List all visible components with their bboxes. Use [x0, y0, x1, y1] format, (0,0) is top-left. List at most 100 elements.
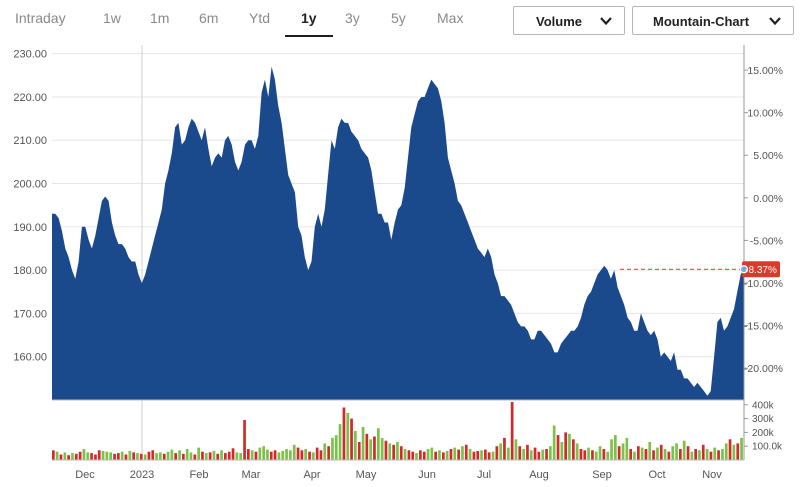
- x-tick-label: Oct: [648, 469, 665, 481]
- volume-bar: [273, 450, 277, 460]
- volume-bar: [212, 451, 216, 460]
- volume-bar: [442, 452, 445, 460]
- tab-1m[interactable]: 1m: [150, 10, 170, 26]
- volume-bar: [243, 420, 246, 460]
- volume-bar: [354, 431, 357, 460]
- volume-bar: [254, 451, 258, 460]
- volume-bar: [541, 449, 545, 460]
- volume-bar: [552, 425, 556, 460]
- tab-ytd[interactable]: Ytd: [249, 10, 271, 26]
- volume-bar: [193, 454, 197, 460]
- volume-bar: [736, 443, 740, 460]
- volume-bar: [197, 447, 200, 460]
- volume-bar: [610, 439, 613, 460]
- volume-tick-label: 400k: [752, 400, 775, 411]
- volume-bar: [430, 447, 434, 460]
- volume-bar: [117, 453, 120, 460]
- x-tick-label: Nov: [702, 469, 722, 481]
- volume-bar: [694, 449, 697, 460]
- volume-bar: [174, 453, 177, 460]
- x-tick-label: Jun: [418, 469, 436, 481]
- volume-bar: [675, 443, 678, 460]
- volume-bar: [533, 447, 537, 460]
- volume-bar: [124, 454, 128, 460]
- volume-bar: [403, 449, 407, 460]
- pct-tick-label: -15.00%: [744, 321, 783, 333]
- volume-dropdown[interactable]: Volume: [513, 6, 625, 35]
- current-pct-badge: [742, 261, 780, 278]
- volume-bar: [656, 447, 659, 460]
- volume-tick-label: 100.0k: [752, 442, 783, 453]
- chart-type-dropdown[interactable]: Mountain-Chart: [632, 6, 794, 35]
- volume-bar: [663, 449, 667, 460]
- volume-bar: [101, 451, 105, 460]
- volume-bar: [269, 451, 273, 460]
- volume-bar: [289, 450, 292, 460]
- tab-6m[interactable]: 6m: [199, 10, 219, 26]
- volume-bar: [170, 449, 174, 460]
- tab-1y[interactable]: 1y: [285, 6, 332, 37]
- volume-bar: [166, 451, 170, 460]
- volume-bar: [713, 447, 717, 460]
- volume-bar: [338, 424, 342, 460]
- volume-bar: [545, 449, 548, 460]
- volume-bar: [71, 453, 74, 460]
- tab-1w[interactable]: 1w: [103, 10, 121, 26]
- volume-bar: [323, 443, 327, 460]
- volume-dropdown-label: Volume: [536, 14, 582, 29]
- volume-bar: [86, 452, 90, 460]
- volume-bar: [415, 453, 418, 460]
- volume-bar: [740, 437, 743, 460]
- volume-bar: [82, 449, 86, 460]
- chart-type-dropdown-label: Mountain-Chart: [653, 14, 750, 29]
- volume-bar: [155, 453, 158, 460]
- tab-3y[interactable]: 3y: [345, 10, 360, 26]
- volume-bar: [315, 447, 319, 460]
- volume-bar: [120, 451, 124, 460]
- tab-intraday[interactable]: Intraday: [15, 10, 66, 26]
- volume-bar: [151, 450, 155, 460]
- volume-bar: [491, 451, 495, 460]
- volume-bar: [369, 439, 372, 460]
- current-price-marker: -8.37%: [620, 261, 780, 278]
- volume-bar: [499, 443, 502, 460]
- volume-bar: [614, 435, 617, 460]
- volume-bar: [59, 454, 63, 460]
- volume-bar: [204, 453, 208, 460]
- volume-bar: [185, 449, 189, 460]
- volume-bar: [132, 452, 135, 460]
- volume-bar: [476, 451, 480, 460]
- pct-tick-label: -10.00%: [744, 278, 783, 290]
- volume-bar: [342, 407, 346, 460]
- volume-bar: [136, 453, 139, 460]
- volume-bar: [247, 449, 250, 460]
- tab-max[interactable]: Max: [437, 10, 464, 26]
- volume-bar: [231, 448, 235, 460]
- volume-bar: [484, 449, 487, 460]
- volume-bar: [365, 433, 369, 460]
- volume-bar: [648, 442, 652, 460]
- volume-bar: [162, 453, 166, 460]
- volume-bar: [598, 446, 602, 460]
- x-tick-label: Apr: [303, 469, 320, 481]
- x-tick-label: Aug: [529, 469, 549, 481]
- tab-5y[interactable]: 5y: [391, 10, 406, 26]
- volume-bar: [705, 449, 709, 460]
- volume-bar: [594, 451, 598, 460]
- volume-bar: [438, 450, 441, 460]
- volume-bar: [178, 450, 181, 460]
- price-tick-label: 230.00: [13, 49, 47, 61]
- volume-bar: [224, 453, 227, 460]
- volume-bar: [472, 451, 476, 460]
- volume-bar: [495, 446, 499, 460]
- volume-bar: [350, 418, 353, 460]
- volume-bar: [277, 452, 281, 460]
- volume-bar: [522, 449, 525, 460]
- x-tick-label: Jul: [477, 469, 491, 481]
- volume-bar: [105, 451, 109, 460]
- volume-bar: [250, 450, 254, 460]
- volume-bars: [52, 402, 743, 460]
- pct-tick-label: 15.00%: [747, 65, 783, 77]
- volume-bar: [327, 446, 330, 460]
